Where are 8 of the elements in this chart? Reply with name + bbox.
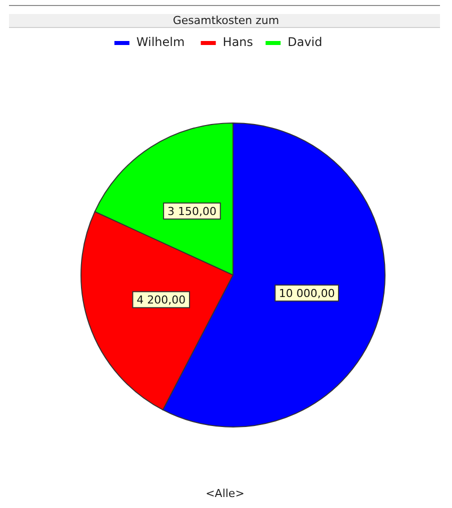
data-label: 10 000,00 [278, 287, 335, 300]
chart-title: Gesamtkosten zum [172, 14, 280, 27]
data-label: 3 150,00 [167, 205, 216, 218]
legend-label: David [288, 35, 322, 49]
data-label: 4 200,00 [136, 294, 186, 307]
legend-label: Wilhelm [136, 35, 185, 49]
text: <Alle> [206, 487, 244, 500]
legend-label: Hans [222, 35, 254, 49]
